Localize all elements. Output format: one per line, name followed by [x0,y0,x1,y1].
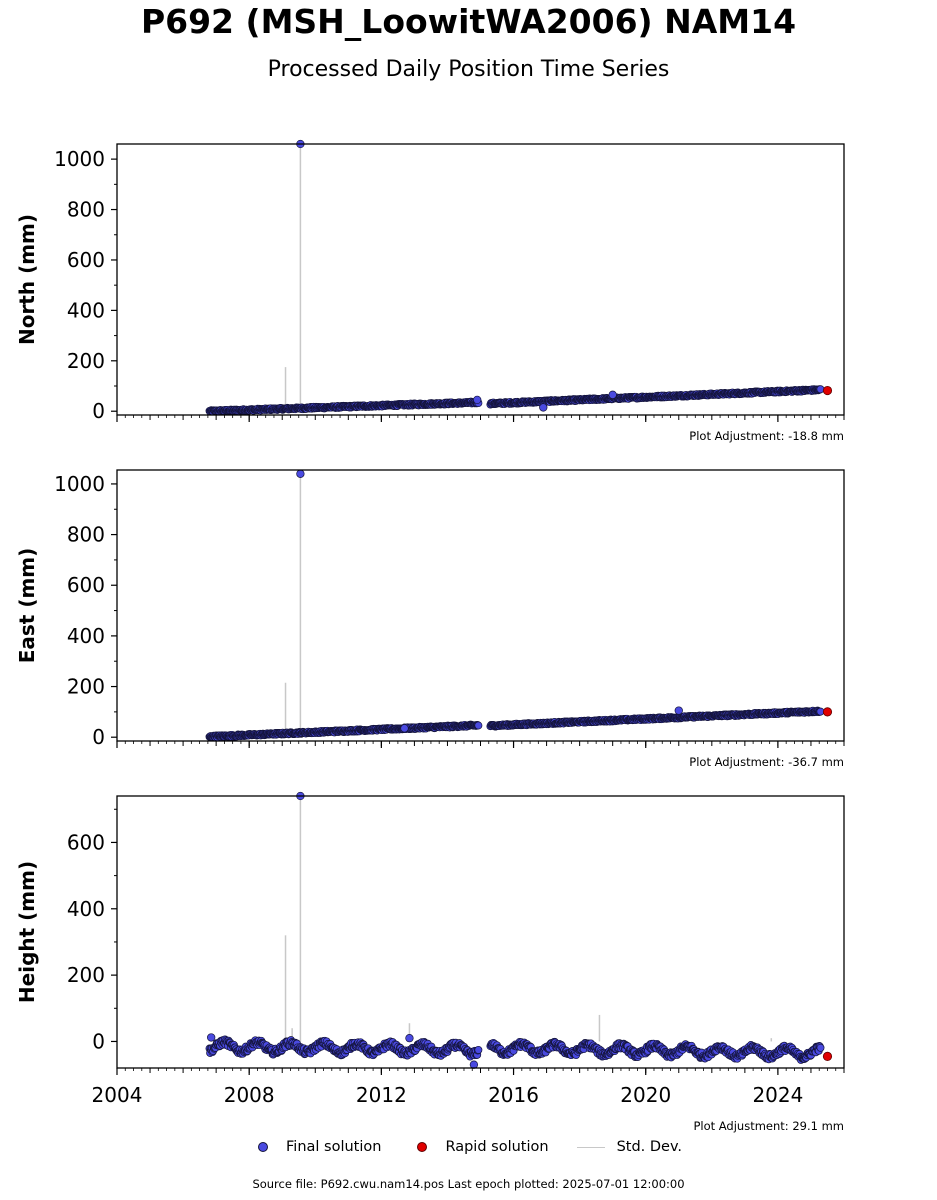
final-point [400,724,409,733]
y-tick-label: 800 [67,523,105,547]
y-tick-label: 400 [67,298,105,322]
plot-area [205,796,825,1064]
final-point [405,1033,414,1043]
x-tick-label: 2016 [488,1083,539,1107]
y-tick-label: 200 [67,675,105,699]
y-axis-label: North (mm) [15,214,39,345]
final-point [474,721,483,730]
y-tick-label: 800 [67,198,105,222]
legend-rapid-label: Rapid solution [445,1139,549,1155]
final-point [816,385,825,394]
final-point [296,469,305,478]
y-tick-label: 1000 [54,472,105,496]
rapid-point [822,707,833,717]
y-tick-label: 400 [67,624,105,648]
y-tick-label: 200 [67,963,105,987]
final-point [473,395,482,405]
east-panel: 0 200 400 600 800 1000 East (mm) Plot Adjustmen… [15,469,845,769]
plot-frame [116,143,845,416]
y-tick-label: 200 [67,349,105,373]
final-point [207,1033,216,1042]
plot-frame [116,469,845,742]
legend-item-rapid: Rapid solution [409,1139,549,1155]
final-marker-icon [258,1142,268,1152]
plot-adjustment-note: Plot Adjustment: -18.8 mm [689,429,844,443]
y-tick-label: 400 [67,897,105,921]
plot-frame [116,795,845,1069]
final-point [469,1060,479,1069]
y-tick-label: 0 [92,725,105,749]
y-axis-label: East (mm) [15,548,39,664]
y-axis-label: Height (mm) [15,861,39,1003]
legend-std-label: Std. Dev. [616,1139,683,1155]
chart-title: P692 (MSH_LoowitWA2006) NAM14 [140,2,797,41]
rapid-marker-icon [417,1142,428,1152]
final-point [608,390,617,399]
plot-adjustment-note: Plot Adjustment: -36.7 mm [689,755,844,769]
final-point [816,1043,825,1052]
legend-item-final: Final solution [250,1139,381,1155]
x-tick-label: 2012 [356,1083,407,1107]
y-tick-label: 0 [92,399,105,423]
y-tick-label: 600 [67,248,105,272]
y-tick-label: 1000 [54,147,105,171]
y-tick-label: 600 [67,830,105,854]
std-line-icon [576,1146,605,1148]
chart-subtitle: Processed Daily Position Time Series [267,57,670,82]
x-tick-label: 2004 [92,1083,143,1107]
plot-adjustment-note: Plot Adjustment: 29.1 mm [693,1119,844,1133]
source-footer: Source file: P692.cwu.nam14.pos Last epo… [252,1177,685,1191]
y-tick-label: 0 [92,1029,105,1053]
north-panel: 0 200 400 600 800 1000 North (mm) Plot Adjustme… [15,139,845,443]
final-point [539,403,548,412]
legend-item-std: Std. Dev. [576,1139,683,1155]
y-tick-label: 600 [67,573,105,597]
final-point [674,706,683,715]
x-tick-label: 2020 [620,1083,671,1107]
x-tick-label: 2008 [224,1083,275,1107]
x-tick-label: 2024 [752,1083,803,1107]
legend-final-label: Final solution [286,1139,382,1155]
rapid-point [822,385,833,396]
final-point [474,1045,483,1054]
height-panel: 0 200 400 600 2004 2008 2012 2016 2020 2024 Height… [15,791,845,1133]
plot-area [205,144,825,415]
plot-area [205,473,825,741]
legend: Final solution Rapid solution Std. Dev. [250,1137,710,1157]
rapid-point [822,1051,833,1061]
